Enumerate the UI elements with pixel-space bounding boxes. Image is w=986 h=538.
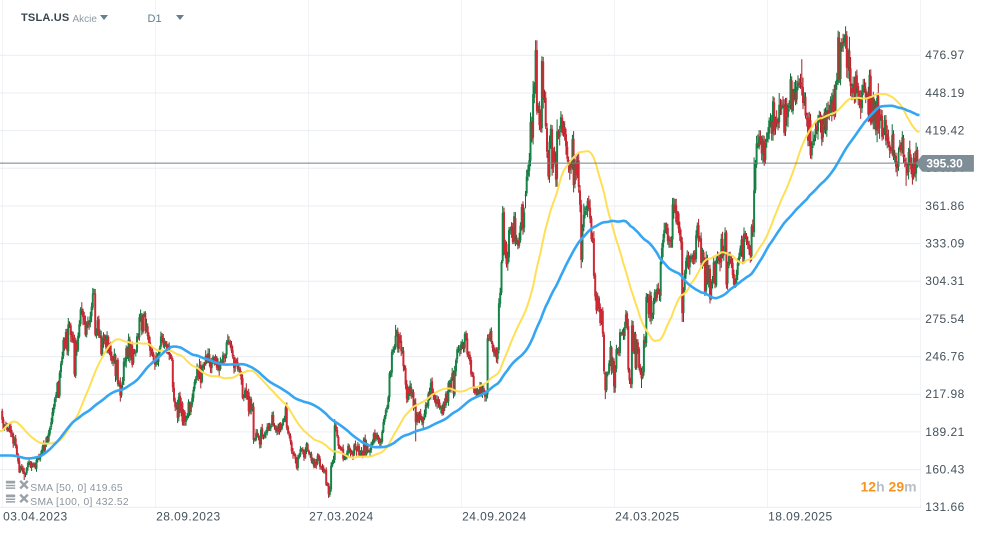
svg-text:28.09.2023: 28.09.2023 — [156, 509, 221, 523]
svg-text:24.09.2024: 24.09.2024 — [462, 509, 527, 523]
svg-text:395.30: 395.30 — [926, 157, 963, 171]
svg-text:217.98: 217.98 — [925, 387, 964, 401]
svg-text:27.03.2024: 27.03.2024 — [309, 509, 374, 523]
svg-text:246.76: 246.76 — [925, 350, 964, 364]
svg-text:131.66: 131.66 — [925, 500, 964, 514]
svg-text:419.42: 419.42 — [925, 124, 964, 138]
svg-text:275.54: 275.54 — [925, 312, 964, 326]
svg-text:18.09.2025: 18.09.2025 — [768, 509, 833, 523]
svg-text:361.86: 361.86 — [925, 199, 964, 213]
svg-text:SMA [100, 0] 432.52: SMA [100, 0] 432.52 — [30, 497, 129, 508]
svg-text:304.31: 304.31 — [925, 274, 964, 288]
svg-text:476.97: 476.97 — [925, 48, 964, 62]
svg-text:24.03.2025: 24.03.2025 — [615, 509, 680, 523]
svg-text:SMA [50, 0] 419.65: SMA [50, 0] 419.65 — [30, 483, 123, 494]
svg-text:448.19: 448.19 — [925, 86, 964, 100]
svg-text:333.09: 333.09 — [925, 237, 964, 251]
svg-text:03.04.2023: 03.04.2023 — [3, 509, 68, 523]
svg-text:160.43: 160.43 — [925, 463, 964, 477]
svg-text:12h 29m: 12h 29m — [861, 479, 917, 495]
svg-text:189.21: 189.21 — [925, 425, 964, 439]
